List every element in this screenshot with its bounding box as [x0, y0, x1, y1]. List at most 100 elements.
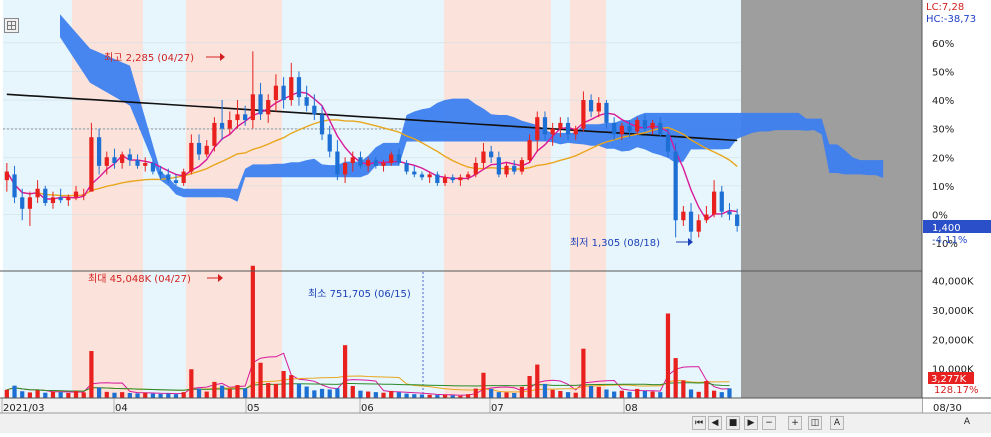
candle — [642, 114, 648, 132]
volume-bar — [496, 392, 501, 398]
candle — [658, 117, 663, 138]
candle — [235, 100, 240, 129]
price-tick-label: 10% — [932, 182, 954, 193]
volume-bar — [81, 392, 86, 398]
prev-icon[interactable]: ◀ — [708, 416, 722, 430]
candle — [12, 165, 17, 204]
volume-bar — [519, 386, 525, 398]
volume-bar — [381, 392, 386, 398]
volume-bar — [635, 388, 640, 398]
volume-bar — [704, 380, 709, 398]
volume-bar — [166, 393, 171, 398]
candle — [196, 134, 202, 161]
candle — [489, 145, 494, 163]
date-tick-label: 2021/03 — [3, 403, 45, 414]
low-arrow-icon — [688, 238, 693, 246]
candle — [627, 120, 632, 138]
volume-bar — [481, 372, 486, 398]
date-tick-label: 06 — [361, 403, 374, 414]
candle — [458, 174, 463, 186]
price-tick-label: 40% — [932, 96, 954, 107]
volume-bar — [588, 385, 594, 398]
price-tick-label: -10% — [932, 239, 958, 250]
volume-bar — [66, 393, 71, 398]
candle — [335, 140, 340, 181]
candle — [266, 94, 271, 123]
candle — [27, 191, 33, 226]
volume-bar — [258, 362, 263, 398]
volume-bar — [27, 392, 33, 398]
candle — [412, 165, 417, 178]
candle — [635, 117, 640, 135]
candle — [612, 117, 617, 141]
first-icon[interactable]: ⏮ — [692, 416, 706, 430]
candle — [35, 180, 40, 204]
min-volume-annotation: 최소 751,705 (06/15) — [308, 288, 411, 300]
volume-bar — [250, 265, 255, 398]
volume-bar — [412, 394, 417, 398]
volume-bar — [612, 391, 617, 398]
price-tick-label: 30% — [932, 125, 954, 136]
font-size-icon[interactable]: A — [830, 416, 844, 430]
volume-bar — [235, 385, 240, 398]
period-band — [570, 0, 606, 398]
volume-bar — [373, 392, 378, 398]
volume-tick-label: 40,000K — [932, 277, 974, 288]
volume-bar — [350, 385, 355, 398]
candle — [366, 157, 371, 172]
volume-bar — [196, 388, 202, 398]
volume-bar — [681, 380, 686, 398]
volume-bar — [465, 394, 471, 398]
volume-bar — [573, 392, 578, 398]
candle — [373, 157, 378, 169]
volume-ma-long-line — [6, 382, 730, 392]
candle — [112, 148, 117, 169]
volume-bar — [719, 392, 724, 398]
candle — [719, 185, 724, 218]
candle — [20, 188, 25, 221]
volume-bar — [596, 386, 601, 398]
candle — [204, 140, 209, 158]
date-tick-label: 07 — [491, 403, 504, 414]
volume-bar — [404, 393, 409, 398]
candle — [704, 205, 709, 224]
candle — [527, 134, 532, 163]
zoom-fit-icon[interactable]: ◫ — [808, 416, 822, 430]
candle — [258, 82, 263, 121]
volume-bar — [181, 392, 186, 398]
volume-bar — [112, 392, 117, 398]
candle — [389, 151, 394, 166]
high-price-annotation: 최고 2,285 (04/27) — [104, 52, 194, 64]
candle — [565, 117, 571, 141]
zoom-in-icon[interactable]: + — [788, 416, 802, 430]
candle — [550, 122, 555, 146]
price-tick-label: 50% — [932, 67, 954, 78]
volume-bar — [150, 393, 156, 398]
zoom-out-icon[interactable]: − — [762, 416, 776, 430]
volume-bar — [642, 390, 648, 398]
candle — [189, 134, 194, 175]
high-arrow-icon — [220, 53, 225, 61]
text-size-label[interactable]: A — [963, 417, 971, 427]
candle — [219, 100, 225, 141]
candle — [66, 194, 71, 206]
volume-bar — [550, 389, 555, 398]
volume-bar — [266, 383, 271, 398]
candle — [173, 174, 179, 186]
volume-bar — [20, 391, 25, 398]
volume-bar — [512, 393, 517, 398]
volume-bar — [458, 395, 463, 398]
table-toggle-icon[interactable] — [4, 18, 19, 33]
candle — [58, 188, 63, 204]
volume-bar — [542, 383, 548, 398]
stop-icon[interactable]: ■ — [726, 416, 740, 430]
next-icon[interactable]: ▶ — [744, 416, 758, 430]
period-band — [551, 0, 570, 398]
candle — [289, 62, 294, 106]
hc-value-label: HC:-38,73 — [926, 14, 976, 25]
candle — [73, 185, 79, 201]
future-region — [741, 0, 922, 398]
current-volume-label: 3,277K — [931, 374, 967, 385]
